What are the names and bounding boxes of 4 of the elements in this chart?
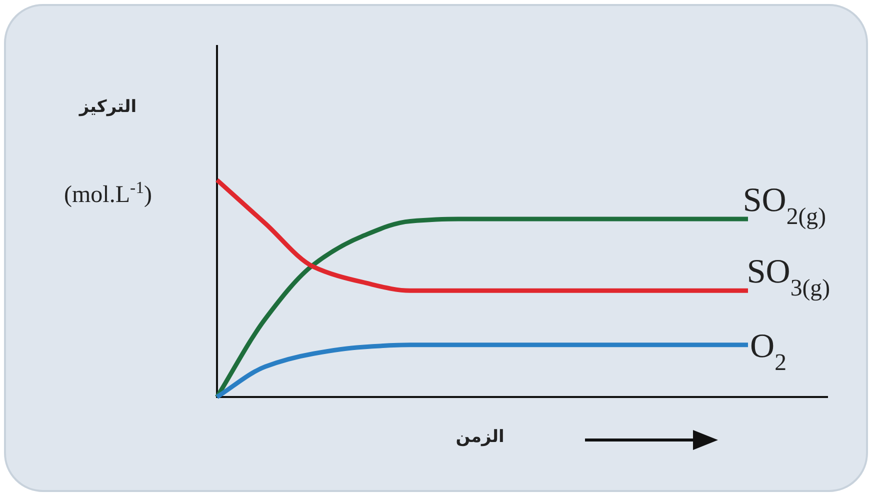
series-label: SO$_{2(g)}$ (742, 182, 826, 230)
x-axis-title: الزمن (456, 427, 504, 447)
series-label: O$_{2}$ (750, 328, 786, 376)
series-label: SO$_{3(g)}$ (746, 254, 830, 302)
